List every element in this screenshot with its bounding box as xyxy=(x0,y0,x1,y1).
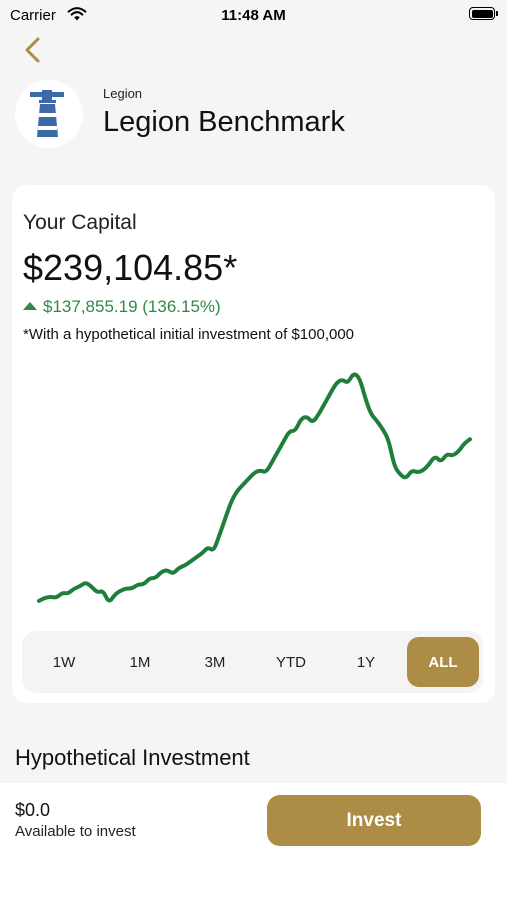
range-tab-label: 1M xyxy=(129,653,151,671)
hypothetical-note: *With a hypothetical initial investment … xyxy=(23,326,355,343)
range-tab-ytd[interactable]: YTD xyxy=(255,637,327,687)
available-balance: $0.0 xyxy=(15,800,51,820)
range-tab-label: ALL xyxy=(428,653,458,671)
carrier-label: Carrier xyxy=(10,7,56,24)
back-button[interactable] xyxy=(18,34,48,66)
capital-change: $137,855.19 (136.15%) xyxy=(23,297,221,317)
range-tab-3m[interactable]: 3M xyxy=(179,637,251,687)
range-tab-label: 1W xyxy=(52,653,76,671)
range-tab-1w[interactable]: 1W xyxy=(28,637,100,687)
provider-logo xyxy=(15,80,83,148)
chevron-left-icon xyxy=(25,37,40,63)
range-tab-label: 3M xyxy=(204,653,226,671)
range-tab-1m[interactable]: 1M xyxy=(104,637,176,687)
available-balance-label: Available to invest xyxy=(15,823,136,840)
clock: 11:48 AM xyxy=(221,7,286,24)
status-bar: Carrier 11:48 AM xyxy=(0,0,507,32)
triangle-up-icon xyxy=(23,302,37,310)
page-title: Legion Benchmark xyxy=(103,106,345,138)
lighthouse-icon xyxy=(30,90,64,137)
section-title: Hypothetical Investment xyxy=(15,745,250,770)
range-tab-1y[interactable]: 1Y xyxy=(330,637,402,687)
range-selector: 1W 1M 3M YTD 1Y ALL xyxy=(22,631,483,693)
battery-icon xyxy=(469,7,498,20)
provider-name: Legion xyxy=(103,86,143,101)
capital-value: $239,104.85* xyxy=(23,247,238,288)
capital-card: Your Capital $239,104.85* $137,855.19 (1… xyxy=(12,185,495,703)
range-tab-label: YTD xyxy=(276,653,306,671)
wifi-icon xyxy=(67,7,87,21)
performance-chart xyxy=(37,372,472,603)
range-tab-label: 1Y xyxy=(356,653,376,671)
range-tab-all[interactable]: ALL xyxy=(407,637,479,687)
capital-change-text: $137,855.19 (136.15%) xyxy=(43,297,221,316)
capital-label: Your Capital xyxy=(23,211,137,234)
chart-line xyxy=(37,372,472,603)
invest-button[interactable]: Invest xyxy=(267,795,481,846)
bottom-bar: $0.0 Available to invest Invest xyxy=(0,783,507,900)
